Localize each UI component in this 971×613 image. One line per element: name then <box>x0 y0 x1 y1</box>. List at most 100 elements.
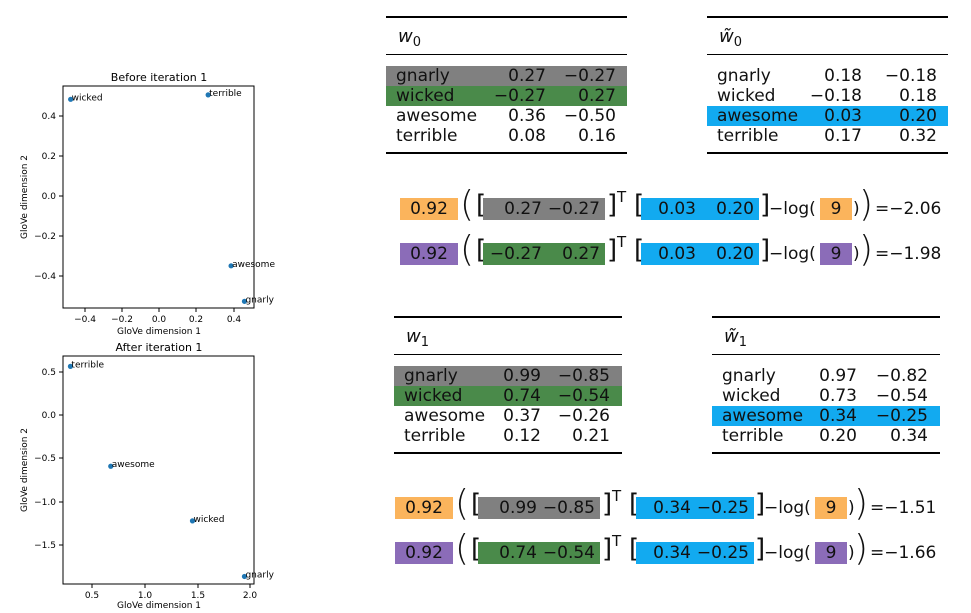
bracket-open: [ <box>471 534 482 564</box>
context-vector-box <box>636 497 754 519</box>
point-label: terrible <box>71 360 104 370</box>
bracket-close: ] <box>760 190 771 220</box>
value-dim-1: 0.99 <box>503 366 541 386</box>
x-ticks: 0.5 1.0 1.5 2.0 <box>85 584 258 601</box>
value-dim-1: 0.17 <box>824 126 862 146</box>
value-dim-2: 0.21 <box>572 426 610 446</box>
x-tick-label: 2.0 <box>243 591 258 601</box>
y-tick-label: −1.0 <box>34 498 56 508</box>
value-dim-1: 0.36 <box>508 106 546 126</box>
bracket-close: ] <box>607 235 618 265</box>
paren-close: ) <box>854 483 869 524</box>
value-dim-2: 0.27 <box>578 86 616 106</box>
transpose-symbol: T <box>617 188 627 206</box>
transpose-symbol: T <box>617 233 627 251</box>
value-dim-2: −0.26 <box>557 406 610 426</box>
table-row-wicked: wicked −0.18 0.18 <box>707 86 948 106</box>
word-vector-dim-1: 0.99 <box>499 498 537 518</box>
table-row-wicked: wicked 0.73 −0.54 <box>712 386 940 406</box>
y-tick-label: 0.0 <box>42 192 57 202</box>
context-vector-box <box>641 198 759 220</box>
equation-row: 0.92([0.99 −0.85] T[0.34 −0.25] −log(9)) =−1.… <box>395 483 965 525</box>
point-label: wicked <box>193 515 224 525</box>
equation-row: 0.92([0.27 −0.27] T[0.03 0.20] −log(9)) =−2.0… <box>400 184 960 226</box>
word-vector-box <box>478 497 600 519</box>
x-tick-label: 0.2 <box>189 315 203 325</box>
table-header: w̃0 <box>719 26 742 50</box>
equation-row: 0.92([0.74 −0.54] T[0.34 −0.25] −log(9)) =−1.… <box>395 528 965 570</box>
plot-frame <box>62 355 255 585</box>
value-dim-1: 0.97 <box>819 366 857 386</box>
context-vector-dim-1: 0.03 <box>658 244 696 264</box>
value-dim-2: −0.50 <box>563 106 616 126</box>
matrix-subscript: 0 <box>412 35 422 50</box>
matrix-subscript: 1 <box>420 335 430 350</box>
context-vector-box <box>641 243 759 265</box>
value-dim-1: 0.34 <box>819 406 857 426</box>
bracket-close: ] <box>755 534 766 564</box>
table-header: w1 <box>406 326 429 350</box>
x-axis-label: GloVe dimension 1 <box>117 601 201 611</box>
scatter-before-iteration-1: Before iteration 1 −0.4 −0.2 0.0 0.2 0.4… <box>20 71 275 337</box>
word-vector-dim-2: −0.85 <box>542 498 595 518</box>
value-dim-1: −0.27 <box>493 86 546 106</box>
bracket-close: ] <box>755 489 766 519</box>
coefficient-box: 0.92 <box>395 497 453 519</box>
scatter-after-iteration-1: After iteration 1 0.5 1.0 1.5 2.0 0.5 0.… <box>20 341 275 611</box>
scatter-point-terrible <box>205 92 211 98</box>
matrix-name: w̃ <box>724 326 739 347</box>
word-label: awesome <box>396 106 478 126</box>
value-dim-1: 0.12 <box>503 426 541 446</box>
equation-result: =−1.98 <box>875 244 942 264</box>
equation-result: =−1.66 <box>870 543 937 563</box>
y-tick-label: 0.4 <box>42 112 57 122</box>
value-dim-2: −0.18 <box>884 66 937 86</box>
scatter-point-awesome <box>108 463 114 469</box>
transpose-symbol: T <box>612 532 622 550</box>
rule-bottom <box>386 152 627 154</box>
x-tick-label: 0.5 <box>85 591 99 601</box>
rule-top <box>386 16 627 18</box>
paren-open: ( <box>460 229 475 270</box>
table-header: w̃1 <box>724 326 747 350</box>
table-row-wicked: wicked −0.27 0.27 <box>386 86 627 106</box>
table-row-awesome: awesome 0.03 0.20 <box>707 106 948 126</box>
bracket-close: ] <box>602 489 613 519</box>
y-tick-label: −0.5 <box>34 454 56 464</box>
value-dim-2: 0.16 <box>578 126 616 146</box>
table-row-gnarly: gnarly 0.97 −0.82 <box>712 366 940 386</box>
table-row-terrible: terrible 0.12 0.21 <box>394 426 622 446</box>
paren-close: ) <box>859 229 874 270</box>
table-row-gnarly: gnarly 0.18 −0.18 <box>707 66 948 86</box>
word-label: terrible <box>404 426 466 446</box>
plot-title: After iteration 1 <box>116 341 203 354</box>
value-dim-1: 0.08 <box>508 126 546 146</box>
y-tick-label: 0.2 <box>42 152 56 162</box>
transpose-symbol: T <box>612 487 622 505</box>
matrix-name: w <box>398 26 413 47</box>
point-label: terrible <box>209 89 242 99</box>
value-dim-2: 0.32 <box>899 126 937 146</box>
x-axis-label: GloVe dimension 1 <box>117 327 201 337</box>
log-close-paren: ) <box>853 199 860 219</box>
log-operator: −log( <box>764 498 811 518</box>
log-argument-box: 9 <box>815 497 847 519</box>
scatter-point-wicked <box>68 96 74 102</box>
context-vector-box <box>636 542 754 564</box>
scatter-point-gnarly <box>241 573 248 580</box>
word-label: wicked <box>722 386 781 406</box>
rule-mid <box>712 354 940 355</box>
log-close-paren: ) <box>848 498 855 518</box>
word-vector-dim-2: −0.54 <box>542 543 595 563</box>
value-dim-1: 0.03 <box>824 106 862 126</box>
x-tick-label: 1.0 <box>138 591 153 601</box>
word-label: gnarly <box>717 66 771 86</box>
word-label: awesome <box>404 406 486 426</box>
rule-mid <box>394 354 622 355</box>
value-dim-1: 0.73 <box>819 386 857 406</box>
context-vector-dim-2: 0.20 <box>716 244 754 264</box>
matrix-subscript: 0 <box>733 35 743 50</box>
paren-close: ) <box>859 184 874 225</box>
matrix-subscript: 1 <box>738 335 748 350</box>
x-tick-label: −0.2 <box>111 315 133 325</box>
